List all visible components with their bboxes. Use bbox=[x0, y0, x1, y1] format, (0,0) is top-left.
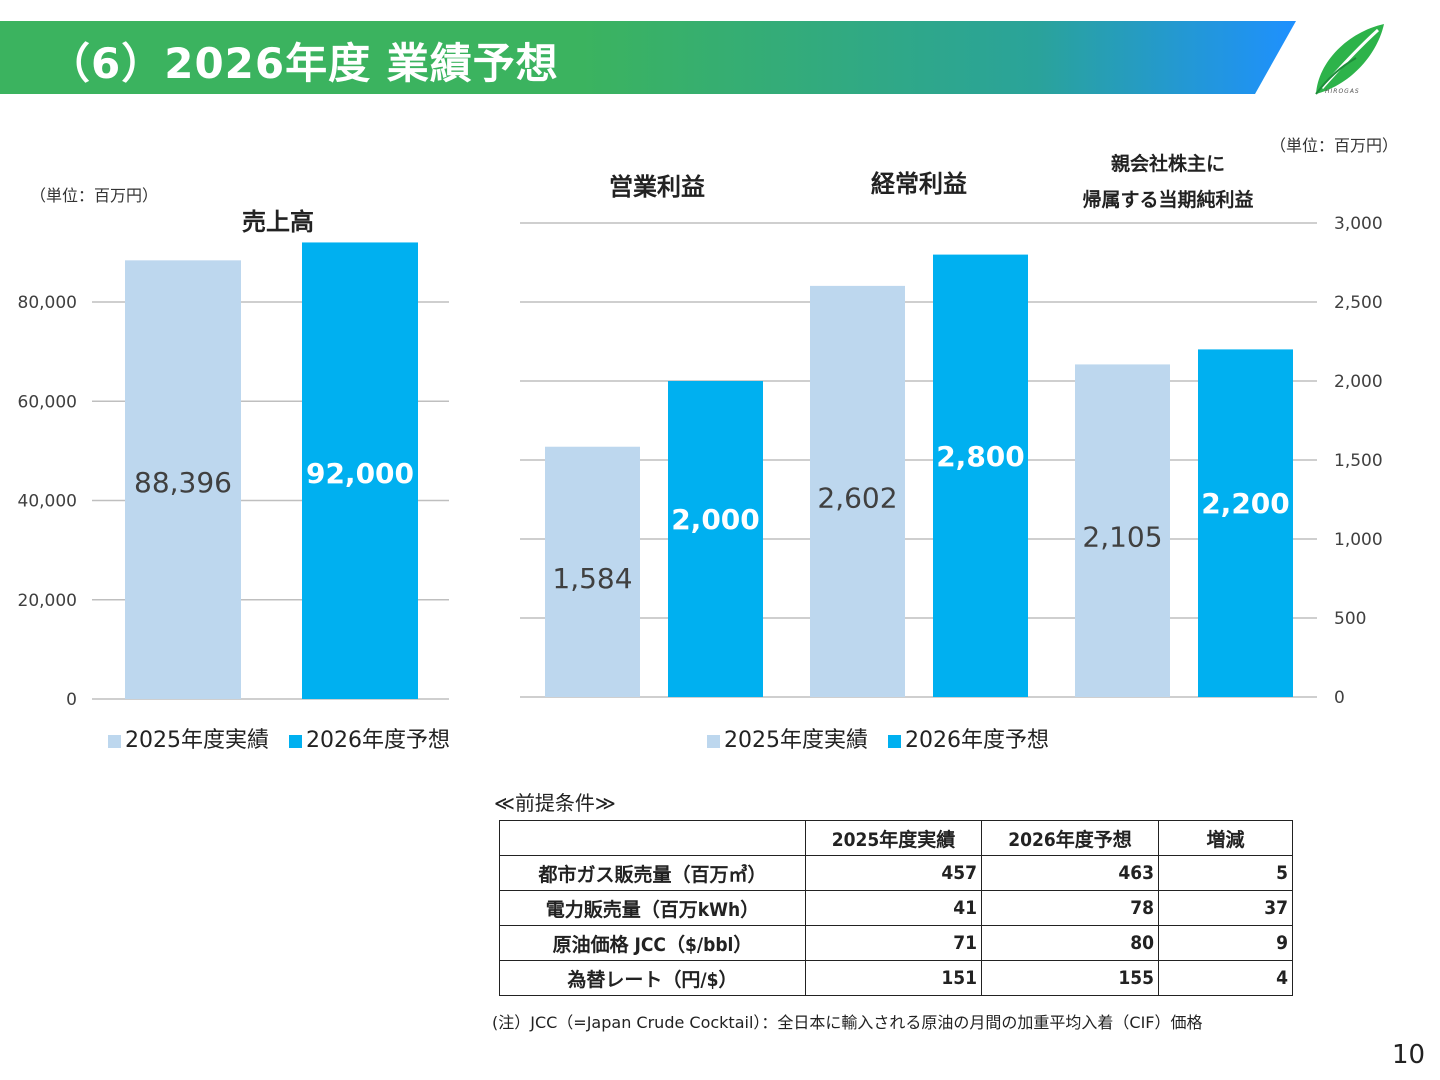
data-label: 2,602 bbox=[817, 481, 897, 514]
bar-forecast bbox=[302, 242, 418, 699]
right-legend: 2025年度実績 2026年度予想 bbox=[707, 722, 1069, 754]
y-tick-label: 0 bbox=[66, 690, 77, 710]
cell-change: 5 bbox=[1158, 855, 1293, 891]
cell-forecast: 155 bbox=[981, 960, 1159, 996]
bar-forecast bbox=[668, 381, 763, 697]
y-tick-label: 2,000 bbox=[1334, 372, 1383, 392]
assumptions-title: ≪前提条件≫ bbox=[494, 791, 616, 815]
legend-item-forecast: 2026年度予想 bbox=[289, 728, 450, 753]
data-label: 92,000 bbox=[306, 457, 414, 490]
bar-forecast bbox=[1198, 349, 1293, 697]
row-label: 都市ガス販売量（百万㎥） bbox=[499, 855, 806, 891]
bar-actual bbox=[1075, 364, 1170, 697]
y-tick-label: 500 bbox=[1334, 609, 1366, 629]
legend-item-forecast: 2026年度予想 bbox=[888, 728, 1049, 753]
y-tick-label: 40,000 bbox=[18, 492, 77, 512]
footnote: (注）JCC（=Japan Crude Cocktail）：全日本に輸入される原… bbox=[492, 1013, 1203, 1032]
table-row: 為替レート（円/$） 151 155 4 bbox=[499, 960, 1293, 996]
y-tick-label: 20,000 bbox=[18, 591, 77, 611]
category-title: 帰属する当期純利益 bbox=[1082, 188, 1253, 211]
cell-actual: 71 bbox=[805, 925, 982, 961]
row-label: 為替レート（円/$） bbox=[499, 960, 806, 996]
table-header-cell bbox=[499, 820, 806, 856]
data-label: 2,200 bbox=[1201, 487, 1290, 520]
left-unit-label: （単位：百万円） bbox=[30, 186, 159, 205]
row-label: 原油価格 JCC（$/bbl） bbox=[499, 925, 806, 961]
table-row: 都市ガス販売量（百万㎥） 457 463 5 bbox=[499, 855, 1293, 891]
table-header-row: 2025年度実績 2026年度予想 増減 bbox=[499, 820, 1293, 856]
y-tick-label: 1,000 bbox=[1334, 530, 1383, 550]
bar-forecast bbox=[933, 254, 1028, 697]
data-label: 2,105 bbox=[1082, 521, 1162, 554]
y-tick-label: 60,000 bbox=[18, 392, 77, 412]
company-logo-icon bbox=[1315, 24, 1384, 95]
left-legend: 2025年度実績 2026年度予想 bbox=[108, 722, 470, 754]
legend-item-actual: 2025年度実績 bbox=[707, 728, 868, 753]
legend-item-actual: 2025年度実績 bbox=[108, 728, 269, 753]
category-title: 経常利益 bbox=[871, 170, 967, 198]
y-tick-label: 0 bbox=[1334, 688, 1345, 708]
data-label: 2,800 bbox=[936, 440, 1025, 473]
row-label: 電力販売量（百万kWh） bbox=[499, 890, 806, 926]
page-title: （6）2026年度 業績予想 bbox=[48, 39, 559, 88]
bar-actual bbox=[545, 446, 640, 697]
bar-actual bbox=[810, 285, 905, 697]
cell-forecast: 78 bbox=[981, 890, 1159, 926]
profit-bar-chart: 0 500 1,000 1,500 2,000 2,500 3,000 営業利益 経常利益 親会社… bbox=[520, 152, 1383, 708]
data-label: 2,000 bbox=[671, 503, 760, 536]
cell-change: 37 bbox=[1158, 890, 1293, 926]
category-title: 親会社株主に bbox=[1111, 152, 1225, 175]
data-label: 88,396 bbox=[134, 466, 232, 499]
bar-actual bbox=[125, 260, 241, 699]
table-row: 電力販売量（百万kWh） 41 78 37 bbox=[499, 890, 1293, 926]
table-header-cell: 増減 bbox=[1158, 820, 1293, 856]
cell-forecast: 463 bbox=[981, 855, 1159, 891]
cell-actual: 151 bbox=[805, 960, 982, 996]
table-header-cell: 2026年度予想 bbox=[981, 820, 1159, 856]
logo-text: HIROGAS bbox=[1325, 88, 1360, 95]
cell-change: 4 bbox=[1158, 960, 1293, 996]
data-label: 1,584 bbox=[552, 562, 632, 595]
cell-change: 9 bbox=[1158, 925, 1293, 961]
chart-title: 売上高 bbox=[242, 208, 314, 236]
y-tick-label: 2,500 bbox=[1334, 293, 1383, 313]
table-header-cell: 2025年度実績 bbox=[805, 820, 982, 856]
category-title: 営業利益 bbox=[609, 173, 705, 201]
cell-actual: 41 bbox=[805, 890, 982, 926]
header-banner bbox=[0, 21, 1296, 94]
right-unit-label: （単位：百万円） bbox=[1270, 136, 1399, 155]
page-number: 10 bbox=[1392, 1040, 1426, 1070]
y-tick-label: 3,000 bbox=[1334, 214, 1383, 234]
table-row: 原油価格 JCC（$/bbl） 71 80 9 bbox=[499, 925, 1293, 961]
y-tick-label: 1,500 bbox=[1334, 451, 1383, 471]
sales-bar-chart: 0 20,000 40,000 60,000 80,000 売上高 88,396 92,000 bbox=[18, 208, 449, 710]
y-tick-label: 80,000 bbox=[18, 293, 77, 313]
cell-forecast: 80 bbox=[981, 925, 1159, 961]
assumptions-table: 2025年度実績 2026年度予想 増減 都市ガス販売量（百万㎥） 457 46… bbox=[499, 820, 1293, 996]
cell-actual: 457 bbox=[805, 855, 982, 891]
